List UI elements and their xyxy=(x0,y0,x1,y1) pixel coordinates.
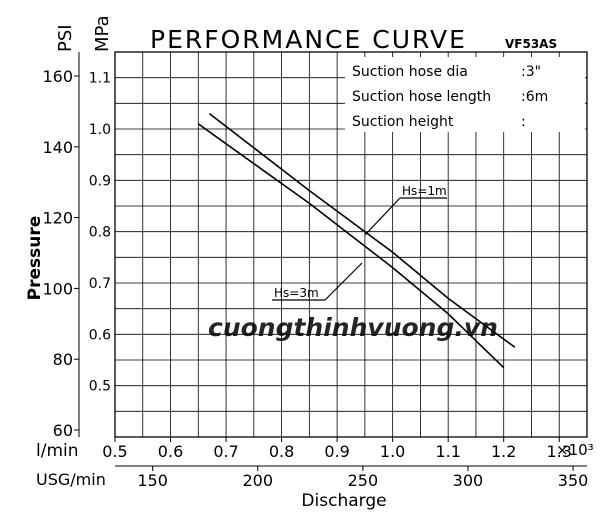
x-tick-label-lmin: 1.2 xyxy=(491,442,516,461)
y-tick-label-psi: 100 xyxy=(42,279,73,298)
plot-frame xyxy=(114,51,588,438)
x-multiplier-label: ×10³ xyxy=(556,441,594,459)
y-tick-label-mpa: 0.6 xyxy=(89,327,111,343)
series-label-hs1: Hs=1m xyxy=(402,184,447,198)
x-tick-label-usg: 150 xyxy=(137,471,168,490)
lmin-axis-unit: l/min xyxy=(36,441,79,461)
info-row-value-height: : xyxy=(521,114,526,130)
info-row-value-dia: :3" xyxy=(521,64,541,80)
usg-axis-unit: USG/min xyxy=(36,470,106,489)
y-tick-label-psi: 140 xyxy=(42,138,73,157)
info-row-label-height: Suction height xyxy=(352,114,454,130)
y-tick-label-psi: 160 xyxy=(42,67,73,86)
x-tick-label-usg: 200 xyxy=(242,471,273,490)
mpa-axis-unit: MPa xyxy=(92,15,113,52)
series-line-hs1 xyxy=(208,112,516,348)
x-tick-label-lmin: 0.5 xyxy=(102,442,127,461)
x-tick-label-usg: 250 xyxy=(348,471,379,490)
x-axis-label: Discharge xyxy=(301,491,386,511)
y-tick-label-mpa: 0.5 xyxy=(89,379,111,395)
y-axis-label: Pressure xyxy=(25,216,45,301)
info-box xyxy=(345,57,585,132)
x-tick-label-lmin: 0.8 xyxy=(269,442,294,461)
series-label-hs3: Hs=3m xyxy=(274,286,319,300)
series-label-leader-hs1 xyxy=(364,197,401,236)
info-row-label-dia: Suction hose dia xyxy=(352,64,468,80)
y-tick-label-psi: 60 xyxy=(53,421,73,440)
series-label-leader-hs3 xyxy=(324,262,363,301)
y-tick-label-mpa: 0.7 xyxy=(89,276,111,292)
info-row-label-length: Suction hose length xyxy=(352,89,491,105)
series-line-hs3 xyxy=(197,123,505,369)
x-tick-label-lmin: 0.7 xyxy=(213,442,238,461)
y-tick-label-mpa: 0.8 xyxy=(89,225,111,241)
x-tick-label-lmin: 1.3 xyxy=(547,442,572,461)
y-tick-label-mpa: 1.1 xyxy=(89,71,111,87)
series-group xyxy=(197,112,516,369)
x-tick-label-usg: 300 xyxy=(453,471,484,490)
y-tick-label-psi: 120 xyxy=(42,209,73,228)
x-tick-label-lmin: 0.6 xyxy=(158,442,183,461)
watermark-text: cuongthinhvuong.vn xyxy=(208,313,498,342)
x-tick-label-lmin: 1.1 xyxy=(435,442,460,461)
axes: 0.5 0.6 0.7 0.8 0.9 1.0 1.1 1.2 1.3 150 200 250 300 3… xyxy=(42,52,588,490)
y-tick-label-mpa: 0.9 xyxy=(89,173,111,189)
x-tick-label-lmin: 0.9 xyxy=(324,442,349,461)
y-tick-label-mpa: 1.0 xyxy=(89,122,111,138)
x-tick-label-lmin: 1.0 xyxy=(380,442,405,461)
y-tick-label-psi: 80 xyxy=(53,350,73,369)
x-tick-label-usg: 350 xyxy=(558,471,589,490)
model-label: VF53AS xyxy=(505,37,557,51)
chart-title: PERFORMANCE CURVE xyxy=(150,25,467,54)
psi-axis-unit: PSI xyxy=(55,24,76,52)
info-row-value-length: :6m xyxy=(521,89,548,105)
